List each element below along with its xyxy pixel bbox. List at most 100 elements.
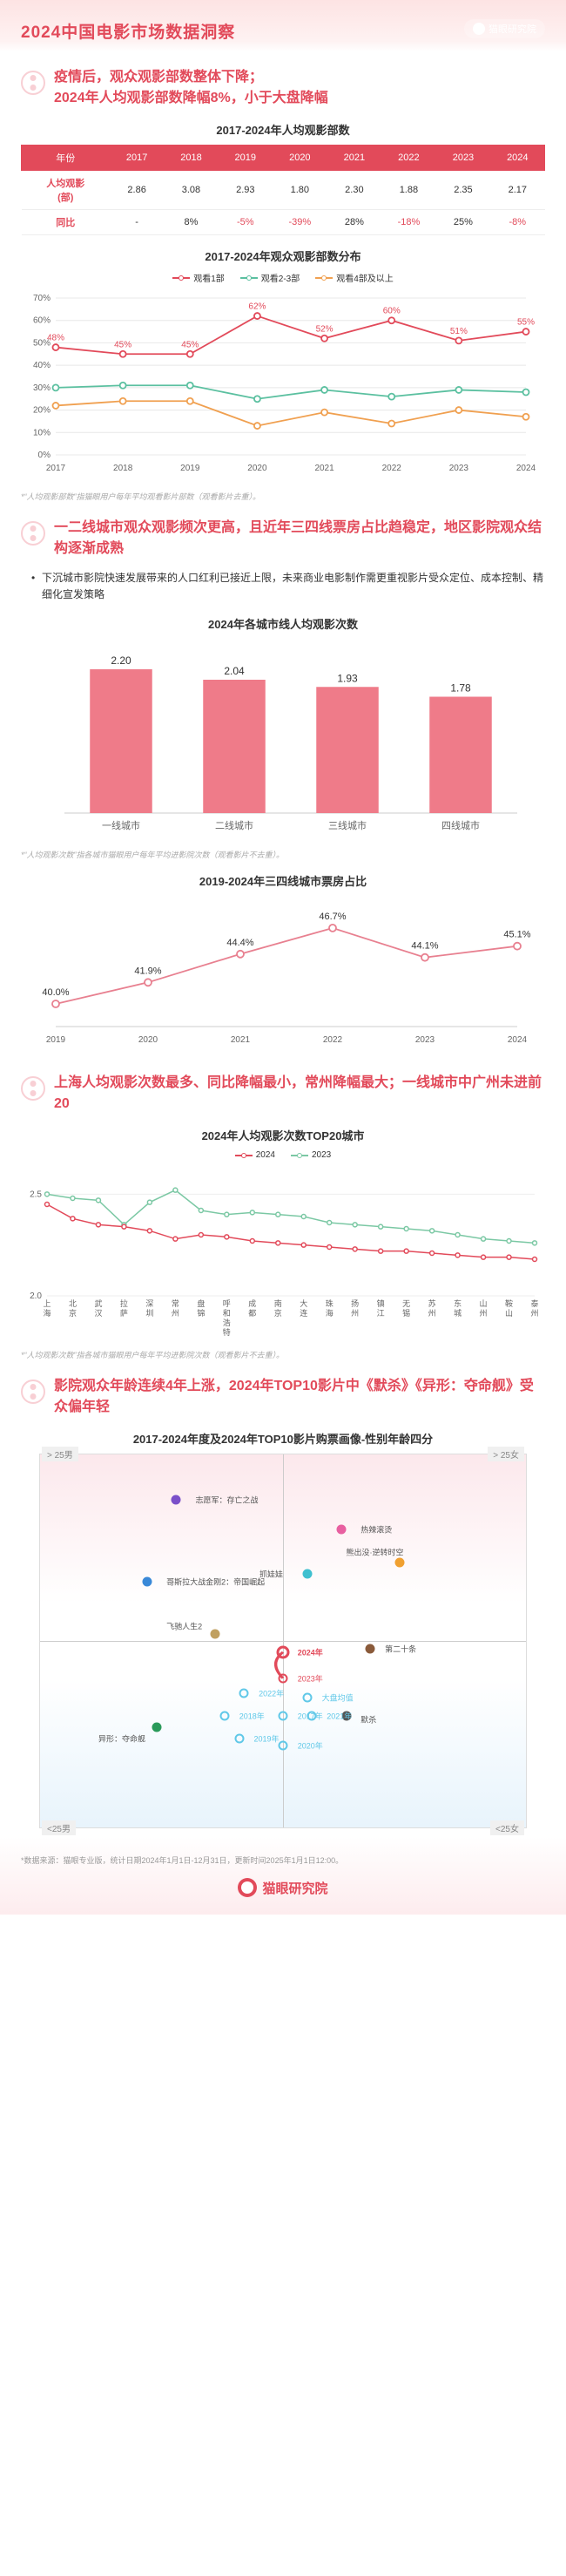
s2-line-title: 2019-2024年三四线城市票房占比 (21, 872, 545, 889)
svg-text:48%: 48% (47, 334, 64, 343)
s2-bullet: 下沉城市影院快速发展带来的人口红利已接近上限，未来商业电影制作需更重视影片受众定… (31, 570, 545, 603)
svg-text:45.1%: 45.1% (503, 930, 530, 940)
svg-text:山: 山 (480, 1299, 488, 1308)
svg-text:四线城市: 四线城市 (441, 819, 480, 831)
svg-text:2019: 2019 (180, 464, 200, 473)
footer-brand-icon (238, 1878, 257, 1897)
svg-text:拉: 拉 (120, 1298, 128, 1308)
film-reel-icon (21, 521, 45, 546)
s2-heading: 一二线城市观众观影频次更高，且近年三四线票房占比趋稳定，地区影院观众结构逐渐成熟 (54, 518, 545, 559)
svg-text:都: 都 (248, 1309, 256, 1318)
svg-text:60%: 60% (383, 307, 401, 316)
svg-text:州: 州 (172, 1309, 179, 1318)
svg-text:苏: 苏 (428, 1298, 436, 1308)
svg-text:46.7%: 46.7% (319, 912, 346, 922)
svg-text:2022: 2022 (382, 464, 402, 473)
s1-heading: 疫情后，观众观影部数整体下降；2024年人均观影部数降幅8%，小于大盘降幅 (54, 67, 328, 109)
svg-text:2023: 2023 (415, 1035, 435, 1045)
svg-text:武: 武 (94, 1298, 102, 1308)
s1-line-chart: 0%10%20%30%40%50%60%70%48%45%45%62%52%60… (21, 289, 545, 481)
svg-text:2023: 2023 (449, 464, 469, 473)
footer: *数据来源：猫眼专业版，统计日期2024年1月1日-12月31日，更新时间202… (0, 1837, 566, 1915)
svg-text:京: 京 (69, 1308, 77, 1318)
svg-text:深: 深 (145, 1299, 153, 1308)
svg-text:20%: 20% (33, 406, 51, 416)
svg-text:呼: 呼 (223, 1299, 231, 1308)
report-header: 2024中国电影市场数据洞察 猫眼研究院 (0, 0, 566, 51)
section-2: 一二线城市观众观影频次更高，且近年三四线票房占比趋稳定，地区影院观众结构逐渐成熟… (0, 518, 566, 1057)
svg-text:40.0%: 40.0% (42, 987, 69, 998)
corner-tr: > 25女 (488, 1447, 524, 1461)
svg-text:55%: 55% (517, 318, 535, 328)
s2-footnote1: *“人均观影次数”指各城市猫眼用户每年平均进影院次数（观看影片不去重）。 (21, 849, 545, 860)
film-reel-icon (21, 71, 45, 95)
svg-text:三线城市: 三线城市 (328, 819, 367, 831)
svg-text:1.93: 1.93 (337, 673, 358, 685)
svg-text:泰: 泰 (530, 1298, 538, 1308)
film-reel-icon (21, 1380, 45, 1404)
s1-dist-title: 2017-2024年观众观影部数分布 (21, 247, 545, 264)
svg-text:常: 常 (172, 1298, 179, 1308)
brand-badge: 猫眼研究院 (464, 19, 545, 38)
svg-text:江: 江 (377, 1309, 385, 1318)
svg-text:2021: 2021 (231, 1035, 251, 1045)
svg-text:2018: 2018 (113, 464, 133, 473)
s1-table: 年份20172018201920202021202220232024 人均观影(… (21, 145, 545, 235)
s1-table-title: 2017-2024年人均观影部数 (21, 121, 545, 138)
s2-bar-chart: 2.20 一线城市 2.04 二线城市 1.93 三线城市 1.78 四线城市 (21, 639, 545, 839)
svg-text:45%: 45% (114, 340, 131, 349)
svg-text:圳: 圳 (145, 1309, 153, 1318)
corner-br: <25女 (490, 1820, 524, 1835)
s3-legend: 20242023 (21, 1150, 545, 1160)
svg-text:2.04: 2.04 (224, 665, 245, 677)
svg-text:44.4%: 44.4% (226, 938, 253, 948)
film-reel-icon (21, 1076, 45, 1101)
svg-text:山: 山 (505, 1309, 513, 1318)
s3-line-chart: 2.02.5上海北京武汉拉萨深圳常州盘锦呼和浩特成都南京大连珠海扬州镇江无锡苏州… (21, 1165, 545, 1339)
s3-heading: 上海人均观影次数最多、同比降幅最小，常州降幅最大；一线城市中广州未进前20 (54, 1073, 545, 1115)
footer-brand: 猫眼研究院 (21, 1878, 545, 1897)
svg-text:2022: 2022 (323, 1035, 343, 1045)
svg-text:北: 北 (69, 1299, 77, 1308)
svg-text:海: 海 (326, 1308, 334, 1318)
svg-text:30%: 30% (33, 383, 51, 393)
svg-text:51%: 51% (450, 327, 468, 336)
svg-text:镇: 镇 (377, 1298, 385, 1308)
s4-heading: 影院观众年龄连续4年上涨，2024年TOP10影片中《默杀》《异形：夺命舰》受众… (54, 1376, 545, 1418)
svg-text:特: 特 (223, 1327, 231, 1337)
svg-text:无: 无 (402, 1299, 410, 1308)
footer-brand-text: 猫眼研究院 (262, 1879, 327, 1897)
svg-text:0%: 0% (38, 451, 51, 460)
corner-bl: <25男 (42, 1820, 76, 1835)
svg-text:41.9%: 41.9% (134, 966, 161, 977)
svg-text:40%: 40% (33, 361, 51, 370)
svg-text:二线城市: 二线城市 (215, 819, 253, 831)
svg-text:2021: 2021 (314, 464, 334, 473)
s1-footnote: *“人均观影部数”指猫眼用户每年平均观看影片部数（观看影片去重）。 (21, 491, 545, 502)
svg-text:州: 州 (530, 1309, 538, 1318)
svg-text:2020: 2020 (138, 1035, 158, 1045)
svg-text:2024: 2024 (516, 464, 536, 473)
svg-text:城: 城 (454, 1309, 462, 1318)
svg-text:鞍: 鞍 (505, 1298, 513, 1308)
svg-text:扬: 扬 (351, 1298, 359, 1308)
svg-text:1.78: 1.78 (450, 682, 471, 695)
svg-text:10%: 10% (33, 428, 51, 437)
footer-note: *数据来源：猫眼专业版，统计日期2024年1月1日-12月31日，更新时间202… (21, 1854, 545, 1866)
svg-text:海: 海 (43, 1308, 51, 1318)
s3-title: 2024年人均观影次数TOP20城市 (21, 1127, 545, 1143)
svg-text:44.1%: 44.1% (411, 941, 438, 952)
svg-text:京: 京 (274, 1308, 282, 1318)
s2-line-chart: 40.0% 2019 41.9% 2020 44.4% 2021 46.7% 2022 44.1… (21, 896, 545, 1053)
svg-text:2.5: 2.5 (30, 1190, 42, 1200)
svg-text:萨: 萨 (120, 1309, 128, 1318)
svg-text:浩: 浩 (223, 1318, 231, 1327)
svg-text:一线城市: 一线城市 (102, 819, 140, 831)
svg-text:2017: 2017 (46, 464, 66, 473)
svg-text:2019: 2019 (46, 1035, 66, 1045)
svg-text:2.20: 2.20 (111, 654, 131, 667)
svg-text:45%: 45% (181, 340, 199, 349)
section-3: 上海人均观影次数最多、同比降幅最小，常州降幅最大；一线城市中广州未进前20 20… (0, 1073, 566, 1360)
svg-text:2020: 2020 (247, 464, 267, 473)
svg-text:大: 大 (300, 1298, 307, 1308)
